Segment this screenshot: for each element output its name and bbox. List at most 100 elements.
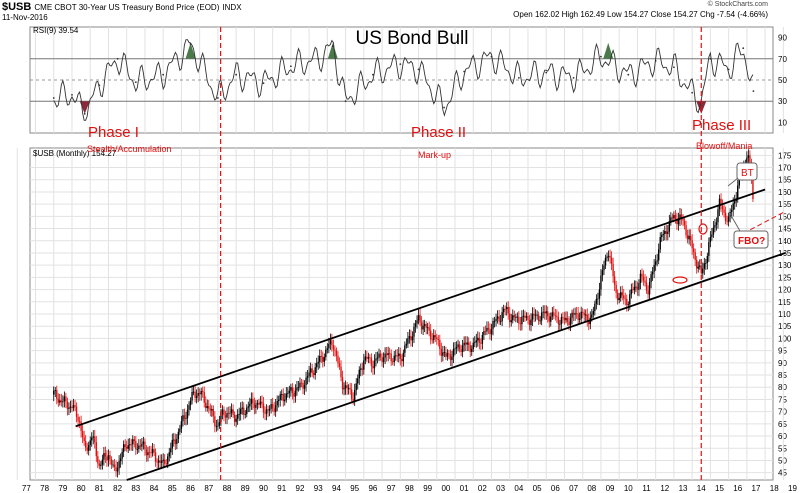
x-tick-label: 16: [733, 484, 742, 493]
candle-body: [513, 315, 515, 318]
candle-body: [414, 323, 417, 327]
candle-body: [585, 314, 587, 316]
candle-body: [545, 311, 547, 314]
candle-body: [661, 235, 663, 238]
candle-body: [126, 446, 128, 449]
candle-body: [396, 355, 398, 357]
candle-body: [477, 337, 479, 341]
x-tick-label: 98: [405, 484, 414, 493]
candle-body: [278, 399, 280, 402]
x-tick-label: 89: [241, 484, 250, 493]
candle-body: [185, 418, 187, 420]
price-tick-label: 75: [778, 395, 787, 404]
candle-body: [658, 249, 660, 261]
candle-body: [267, 409, 269, 411]
candle-body: [531, 313, 534, 320]
candle-body: [694, 252, 696, 260]
candle-body: [101, 459, 104, 465]
candle-body: [656, 260, 658, 262]
candle-body: [271, 404, 274, 409]
price-tick-label: 145: [778, 225, 792, 234]
rsi-overbought-fill: [603, 42, 614, 59]
candle-body: [224, 415, 227, 418]
candle-body: [568, 321, 570, 326]
bt-arrow: [727, 177, 739, 187]
candle-body: [214, 416, 216, 427]
fbo-label: FBO?: [738, 236, 765, 247]
candle-body: [554, 315, 557, 317]
price-tick-label: 65: [778, 420, 787, 429]
candle-body: [636, 286, 639, 290]
candle-body: [478, 337, 481, 343]
candle-body: [350, 389, 353, 399]
candle-body: [88, 444, 90, 451]
price-tick-label: 155: [778, 200, 792, 209]
candle-body: [533, 313, 535, 316]
candle-body: [223, 409, 225, 416]
candle-body: [752, 179, 754, 199]
candle-body: [227, 413, 230, 414]
candle-body: [457, 344, 459, 348]
x-tick-label: 19: [788, 484, 797, 493]
rsi-point: [162, 73, 165, 76]
candle-body: [194, 391, 196, 398]
candle-body: [411, 336, 414, 341]
rsi-point: [98, 84, 101, 87]
candle-body: [539, 320, 541, 322]
candle-body: [232, 409, 234, 415]
candle-body: [507, 307, 509, 314]
rsi-tick-label: 50: [778, 76, 787, 85]
candle-body: [502, 308, 505, 313]
fbo-box: [733, 230, 769, 249]
candle-body: [530, 319, 532, 326]
candle-body: [627, 304, 629, 306]
candle-body: [730, 209, 733, 212]
x-tick-label: 06: [551, 484, 560, 493]
candle-body: [153, 449, 155, 453]
candle-body: [107, 455, 110, 461]
x-tick-label: 13: [679, 484, 688, 493]
chart-date: 11-Nov-2016: [2, 13, 48, 22]
candle-body: [113, 464, 116, 467]
rsi-point: [344, 100, 347, 103]
candle-body: [282, 394, 284, 402]
candle-body: [481, 335, 484, 344]
candle-body: [69, 406, 72, 408]
x-tick-label: 81: [95, 484, 104, 493]
candle-body: [521, 316, 523, 325]
candle-body: [501, 312, 503, 322]
candle-body: [685, 225, 687, 236]
rsi-line: [53, 39, 754, 121]
x-tick-label: 88: [223, 484, 232, 493]
candle-body: [534, 314, 537, 316]
candle-body: [317, 361, 319, 364]
candle-body: [612, 263, 614, 277]
candle-body: [563, 317, 566, 321]
candle-body: [709, 236, 712, 243]
candle-body: [177, 431, 180, 439]
candle-body: [483, 331, 485, 336]
candle-body: [369, 357, 371, 359]
rsi-point: [463, 70, 466, 73]
candle-body: [446, 353, 449, 357]
candle-body: [711, 234, 713, 237]
candle-body: [548, 316, 550, 322]
candle-body: [448, 353, 450, 355]
candle-body: [472, 342, 474, 349]
candle-body: [734, 201, 736, 204]
candle-body: [402, 352, 405, 362]
candle-body: [624, 298, 626, 300]
candle-body: [270, 404, 272, 409]
x-tick-label: 10: [624, 484, 633, 493]
candle-body: [577, 313, 579, 320]
candle-body: [300, 382, 303, 384]
candle-body: [71, 406, 73, 409]
candle-body: [165, 463, 167, 465]
rsi-point: [116, 57, 119, 60]
chart-title-annotation: US Bond Bull: [355, 28, 468, 49]
candle-body: [582, 311, 584, 313]
candle-body: [347, 388, 350, 390]
candle-body: [686, 235, 689, 240]
price-tick-label: 95: [778, 347, 787, 356]
candle-body: [651, 271, 654, 275]
